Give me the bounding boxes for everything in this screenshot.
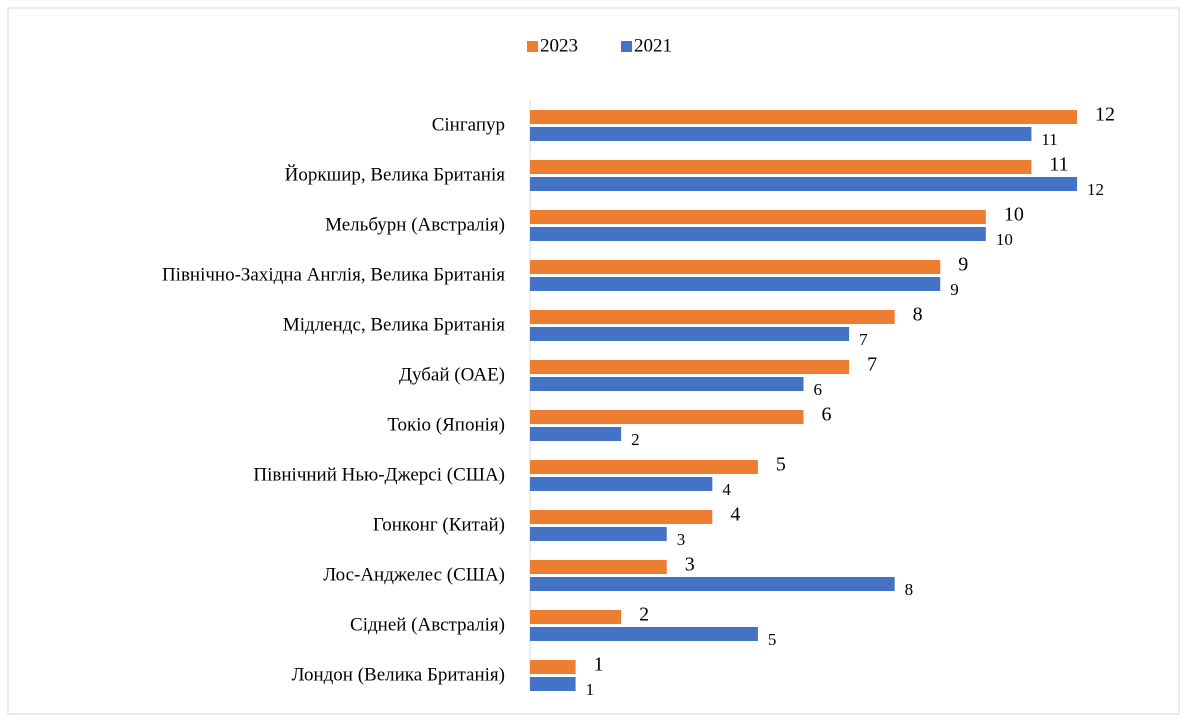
value-label: 6	[822, 404, 832, 426]
bar	[530, 427, 622, 441]
value-label: 3	[677, 530, 686, 549]
bar	[530, 227, 986, 241]
value-label: 2	[631, 430, 640, 449]
value-label: 6	[814, 380, 823, 399]
category-label: Північно-Західна Англія, Велика Британія	[162, 264, 505, 285]
category-label: Лос-Анджелес (США)	[323, 564, 505, 585]
bar	[530, 110, 1077, 124]
category-label: Сінгапур	[432, 114, 505, 135]
category-label: Дубай (ОАЕ)	[399, 364, 505, 385]
bar	[530, 310, 895, 324]
bar	[530, 660, 576, 674]
category-label: Йоркшир, Велика Британія	[285, 164, 506, 185]
category-label: Токіо (Японія)	[387, 414, 505, 435]
value-label: 10	[1004, 204, 1024, 226]
bar	[530, 177, 1077, 191]
chart-border	[7, 7, 1180, 715]
value-label: 3	[685, 554, 695, 576]
value-label: 5	[776, 454, 786, 476]
value-label: 1	[594, 654, 604, 676]
bar	[530, 327, 850, 341]
value-label: 4	[722, 480, 731, 499]
value-label: 9	[958, 254, 968, 276]
category-label: Сідней (Австралія)	[350, 614, 505, 635]
bar	[530, 160, 1032, 174]
bar	[530, 260, 941, 274]
category-label: Північний Нью-Джерсі (США)	[253, 464, 505, 485]
value-label: 7	[859, 330, 868, 349]
value-label: 1	[586, 680, 595, 699]
value-label: 8	[905, 580, 914, 599]
bar	[530, 360, 850, 374]
bar	[530, 277, 941, 291]
bar	[530, 610, 622, 624]
legend-swatch	[621, 41, 632, 52]
bar	[530, 477, 713, 491]
bar	[530, 377, 804, 391]
value-label: 12	[1095, 104, 1115, 126]
legend-swatch	[527, 41, 538, 52]
value-label: 11	[1041, 130, 1057, 149]
value-label: 7	[867, 354, 877, 376]
category-label: Гонконг (Китай)	[373, 514, 505, 535]
value-label: 11	[1049, 154, 1068, 176]
category-label: Лондон (Велика Британія)	[292, 664, 505, 685]
bar	[530, 460, 758, 474]
bar	[530, 577, 895, 591]
category-label: Мідлендс, Велика Британія	[283, 314, 505, 335]
value-label: 10	[996, 230, 1013, 249]
bar	[530, 560, 667, 574]
bar	[530, 627, 758, 641]
value-label: 12	[1087, 180, 1104, 199]
value-label: 8	[913, 304, 923, 326]
legend-label: 2021	[634, 35, 672, 56]
bar	[530, 210, 986, 224]
value-label: 2	[639, 604, 649, 626]
bar	[530, 510, 713, 524]
bar	[530, 527, 667, 541]
bar	[530, 410, 804, 424]
value-label: 5	[768, 630, 777, 649]
legend-label: 2023	[540, 35, 578, 56]
category-label: Мельбурн (Австралія)	[325, 214, 505, 235]
value-label: 4	[730, 504, 740, 526]
value-label: 9	[950, 280, 959, 299]
bar	[530, 127, 1032, 141]
bar	[530, 677, 576, 691]
